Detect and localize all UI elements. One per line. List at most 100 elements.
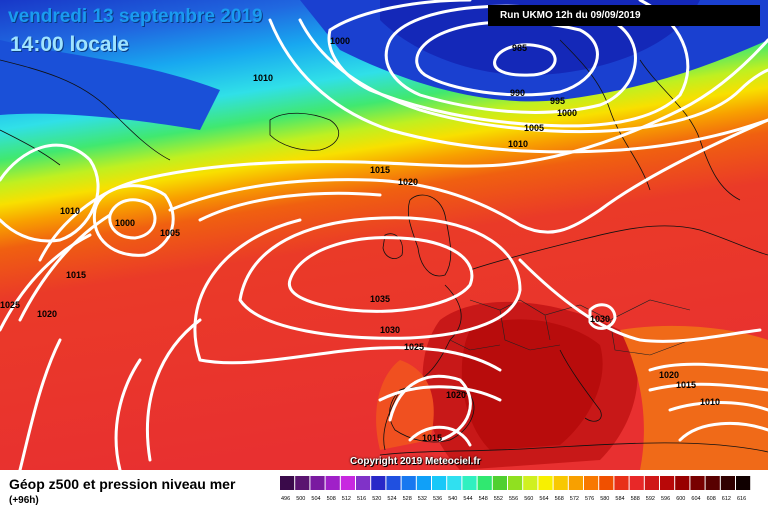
legend-swatch <box>340 476 355 490</box>
legend-swatch <box>584 476 599 490</box>
italy-coast <box>559 349 602 422</box>
legend-tick-label: 600 <box>676 496 685 502</box>
country-borders <box>449 299 691 356</box>
legend-swatch <box>553 476 568 490</box>
legend-swatch <box>477 476 492 490</box>
greenland-coast <box>0 59 171 166</box>
legend-swatch <box>462 476 477 490</box>
forecast-lead: (+96h) <box>9 495 39 506</box>
iso-label: 1030 <box>380 325 400 335</box>
legend-tick-label: 552 <box>494 496 503 502</box>
legend-tick-label: 560 <box>524 496 533 502</box>
legend-tick-label: 592 <box>646 496 655 502</box>
legend-tick-label: 508 <box>327 496 336 502</box>
legend-swatch <box>295 476 310 490</box>
isobar-1010-west <box>0 143 100 243</box>
iso-label: 1035 <box>370 294 390 304</box>
blue-left <box>0 40 220 130</box>
isobar-1020 <box>18 118 768 322</box>
legend-tick-label: 512 <box>342 496 351 502</box>
iso-label: 1020 <box>659 370 679 380</box>
iso-label: 1015 <box>66 270 86 280</box>
legend-tick-label: 516 <box>357 496 366 502</box>
isobar-1030 <box>238 216 522 340</box>
legend-tick-label: 576 <box>585 496 594 502</box>
isobar-1035 <box>287 236 474 313</box>
legend-tick-label: 596 <box>661 496 670 502</box>
geopotential-map: 985 990 995 1000 1000 1005 1010 1010 101… <box>0 0 768 470</box>
legend-tick-label: 540 <box>448 496 457 502</box>
iso-label: 1015 <box>422 433 442 443</box>
legend-swatch <box>325 476 340 490</box>
isobar-985 <box>493 43 557 77</box>
legend-swatch <box>356 476 371 490</box>
iso-label: 1000 <box>115 218 135 228</box>
legend-tick-label: 544 <box>463 496 472 502</box>
isobar-1010-north <box>268 18 768 154</box>
legend-tick-label: 564 <box>539 496 548 502</box>
model-run-badge: Run UKMO 12h du 09/09/2019 <box>488 5 760 26</box>
iso-label: 1015 <box>370 165 390 175</box>
iso-label: 1020 <box>446 390 466 400</box>
isobar-1015 <box>38 38 768 262</box>
legend-tick-label: 496 <box>281 496 290 502</box>
iso-label: 1030 <box>590 314 610 324</box>
legend-swatch <box>371 476 386 490</box>
iso-label: 1025 <box>404 342 424 352</box>
legend-swatch <box>614 476 629 490</box>
orange-east <box>620 325 768 470</box>
isobar-1025-west <box>0 191 382 332</box>
legend-swatch <box>538 476 553 490</box>
isobar-1030-small <box>588 303 617 330</box>
isobar-1025-south <box>193 218 762 372</box>
europe-coast <box>383 225 768 451</box>
map-frame: 985 990 995 1000 1000 1005 1010 1010 101… <box>0 0 768 470</box>
iso-label: 1005 <box>160 228 180 238</box>
isobar-1000-low <box>108 198 157 240</box>
iceland-coast <box>269 112 340 151</box>
forecast-time: 14:00 locale <box>10 33 130 56</box>
legend-swatch <box>523 476 538 490</box>
legend-swatch <box>736 476 751 490</box>
legend-tick-label: 528 <box>403 496 412 502</box>
legend-tick-label: 504 <box>311 496 320 502</box>
legend-tick-label: 548 <box>479 496 488 502</box>
iso-label: 1010 <box>253 73 273 83</box>
legend-tick-label: 556 <box>509 496 518 502</box>
color-scale-legend: 496 500 504 508 512 516 520 524 528 532 536 540 544 5… <box>280 476 751 502</box>
british-isles-coast <box>382 194 452 277</box>
isobar-1005 <box>298 18 768 134</box>
legend-swatch <box>568 476 583 490</box>
legend-swatch <box>508 476 523 490</box>
isobar-labels: 985 990 995 1000 1000 1005 1010 1010 101… <box>0 36 720 443</box>
legend-tick-label: 536 <box>433 496 442 502</box>
legend-swatch <box>492 476 507 490</box>
legend-tick-label: 568 <box>555 496 564 502</box>
legend-tick-label: 608 <box>707 496 716 502</box>
legend-swatch <box>720 476 735 490</box>
iso-label: 1015 <box>676 380 696 390</box>
legend-swatch <box>310 476 325 490</box>
legend-swatch <box>280 476 295 490</box>
legend-tick-label: 524 <box>387 496 396 502</box>
legend-swatch <box>644 476 659 490</box>
iso-label: 1005 <box>524 123 544 133</box>
iso-label: 1010 <box>508 139 528 149</box>
isobar-1015-south <box>18 338 768 470</box>
legend-tick-label: 500 <box>296 496 305 502</box>
iso-label: 1020 <box>37 309 57 319</box>
legend-swatch <box>401 476 416 490</box>
footer-bar: Géop z500 et pression niveau mer (+96h) … <box>0 470 768 512</box>
iso-label: 990 <box>510 88 525 98</box>
legend-swatch <box>599 476 614 490</box>
iso-label: 1020 <box>398 177 418 187</box>
iso-label: 1010 <box>60 206 80 216</box>
legend-swatch <box>690 476 705 490</box>
legend-tick-label: 612 <box>722 496 731 502</box>
legend-swatch <box>386 476 401 490</box>
isobar-1020-iberia <box>388 374 472 442</box>
iso-label: 995 <box>550 96 565 106</box>
legend-swatch <box>447 476 462 490</box>
legend-tick-label: 584 <box>615 496 624 502</box>
iso-label: 1025 <box>0 300 20 310</box>
